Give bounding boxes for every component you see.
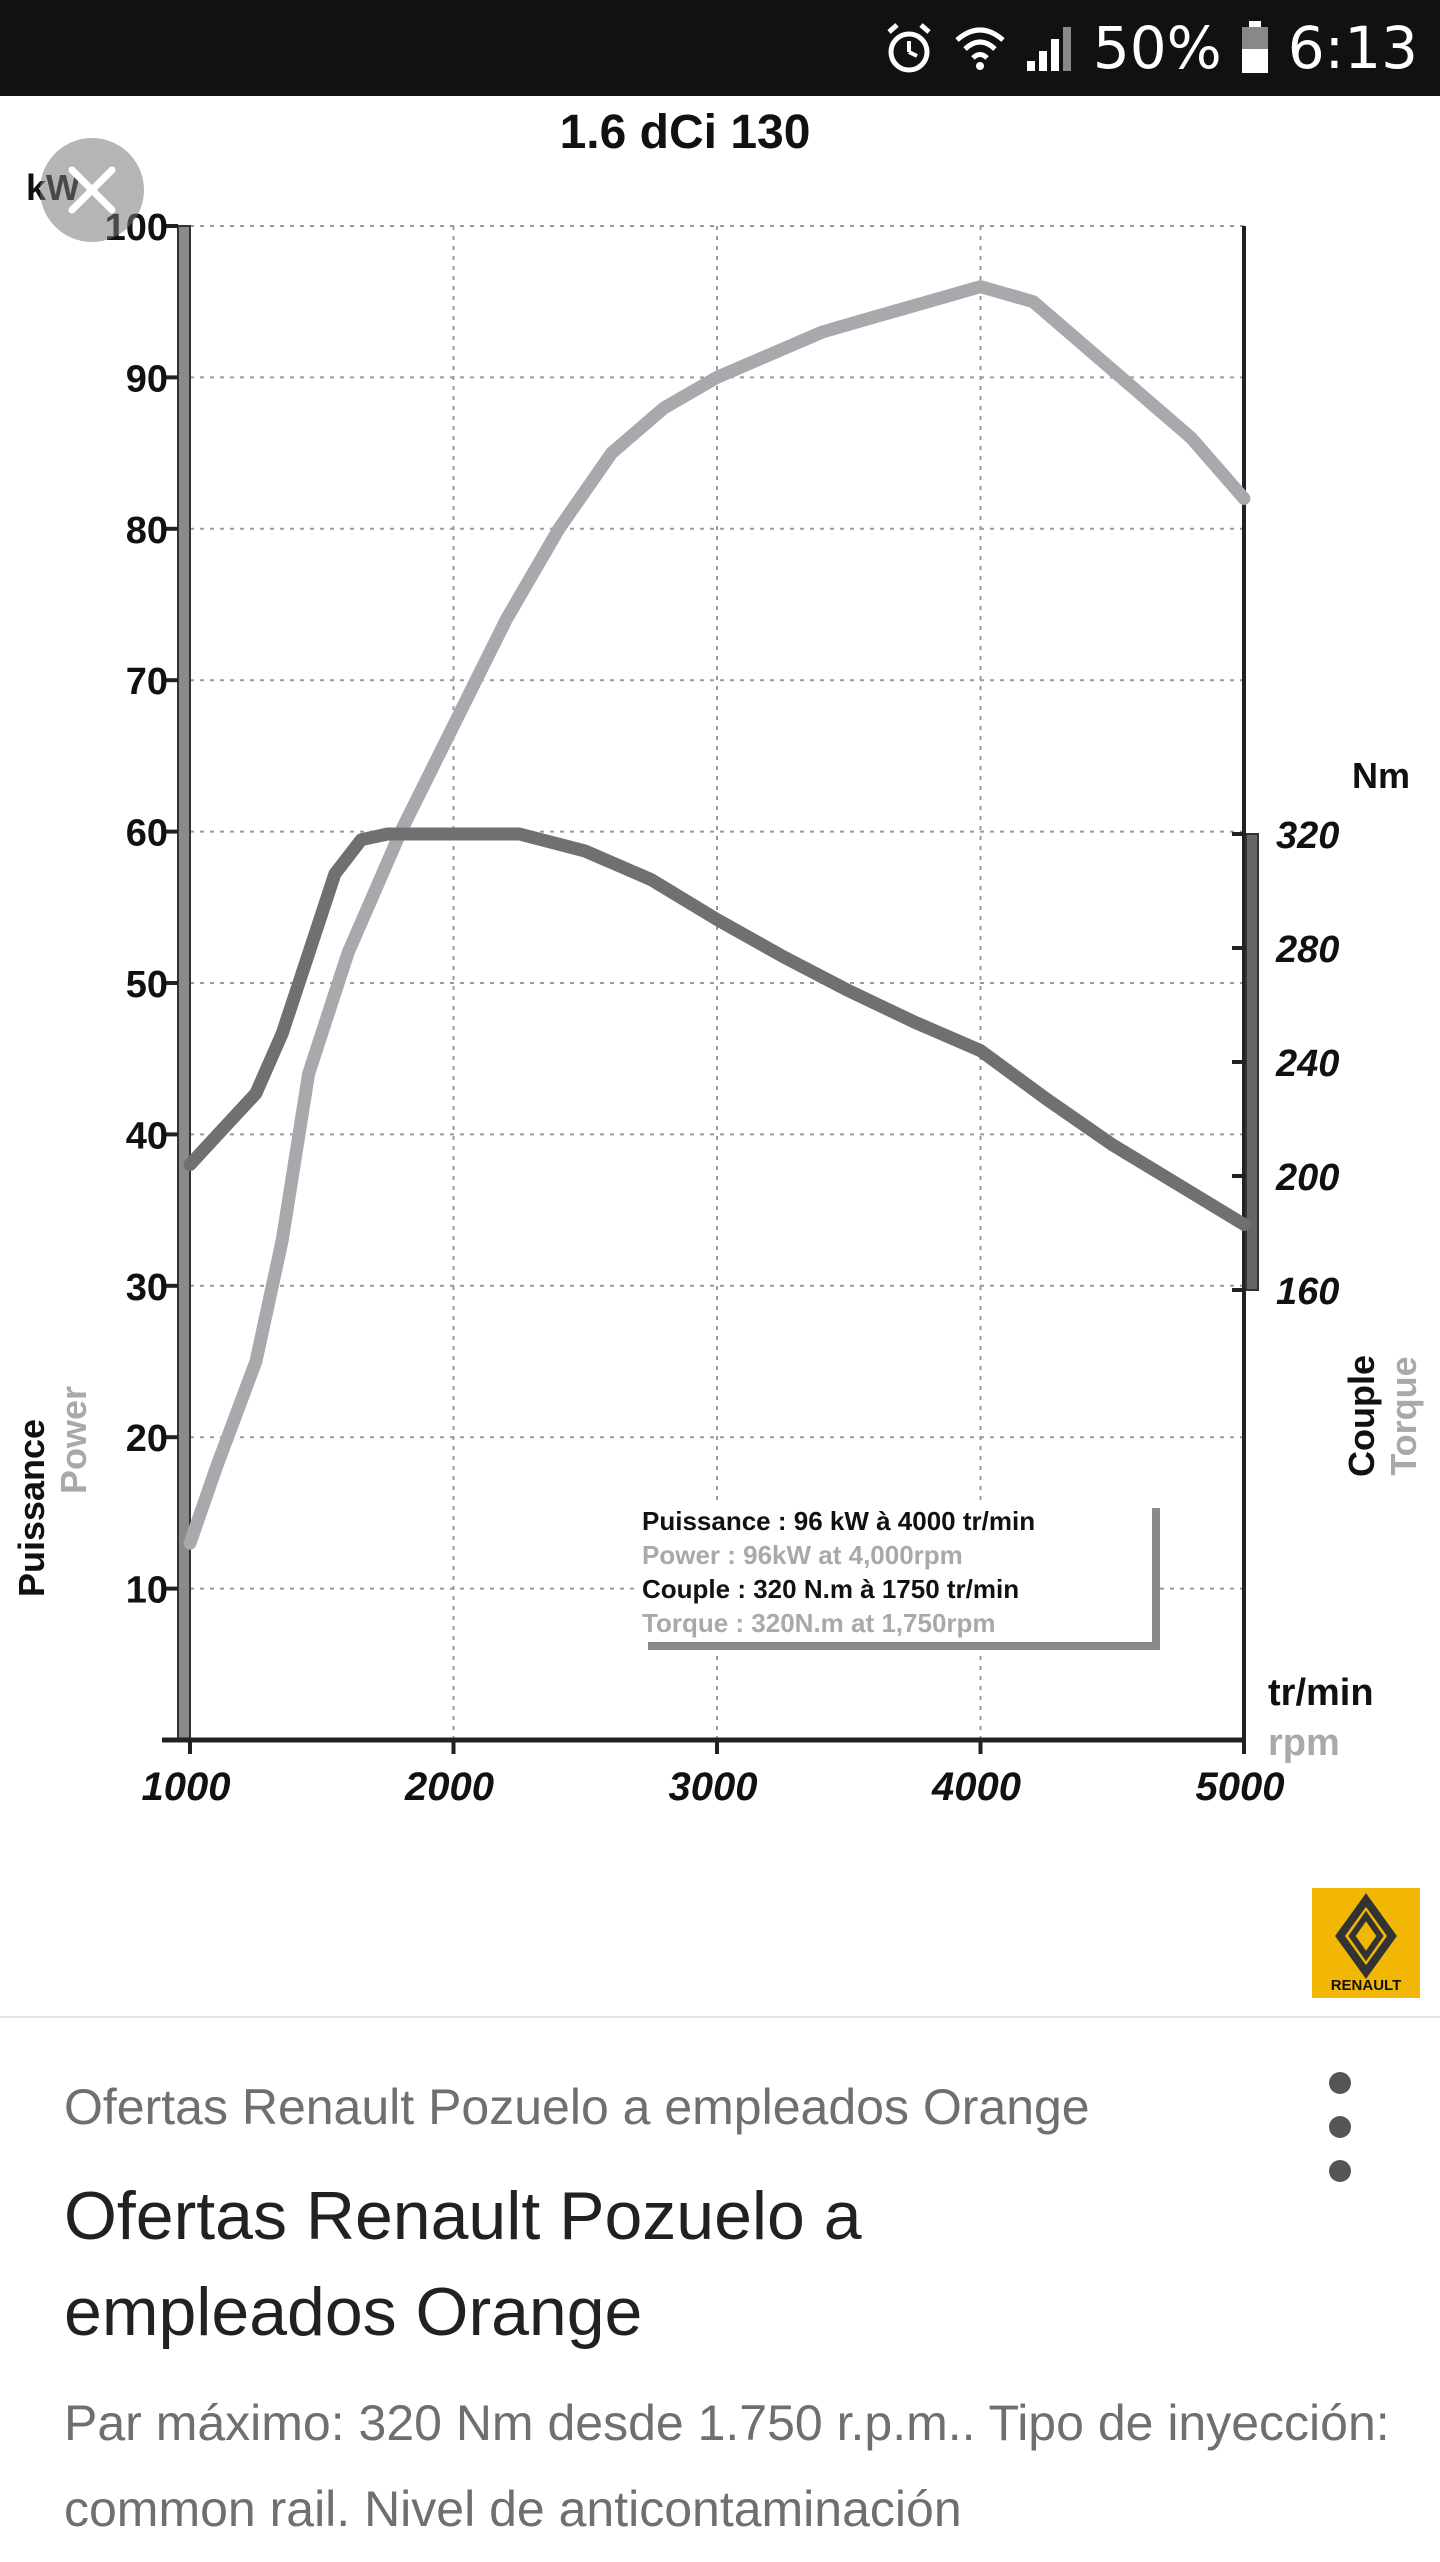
more-vert-icon-dot: [1329, 2160, 1351, 2182]
y-left-tick-label: 20: [126, 1418, 168, 1460]
y-right-tick-label: 320: [1276, 815, 1339, 857]
x-tick-label: 3000: [669, 1765, 758, 1809]
x-tick-label: 2000: [404, 1765, 494, 1809]
legend-entry: Puissance : 96 kW à 4000 tr/min: [642, 1506, 1035, 1536]
result-card[interactable]: Ofertas Renault Pozuelo a empleados Oran…: [0, 2016, 1440, 2562]
chart-title: 1.6 dCi 130: [560, 106, 811, 159]
close-button[interactable]: [40, 138, 144, 242]
x-tick-label: 4000: [931, 1765, 1021, 1809]
y-right-tick-label: 280: [1275, 929, 1339, 971]
y-left-tick-label: 70: [126, 661, 168, 703]
logo-text: RENAULT: [1330, 1977, 1402, 1994]
image-viewer: [0, 96, 1440, 2016]
y-left-tick-label: 60: [126, 813, 168, 855]
alarm-icon: [887, 23, 931, 73]
more-vert-icon: [1329, 2072, 1351, 2094]
y-left-tick-label: 10: [126, 1570, 168, 1612]
y-right-tick-label: 240: [1275, 1043, 1339, 1085]
y-left-label: Puissance: [11, 1419, 52, 1597]
wifi-icon: [955, 27, 1005, 70]
x-tick-label: 5000: [1196, 1765, 1285, 1809]
y-right-tick-label: 160: [1276, 1271, 1339, 1313]
series-line-torque: [183, 827, 1251, 1231]
left-axis-bar: [177, 225, 191, 1741]
more-vert-icon-dot: [1329, 2116, 1351, 2138]
legend-entry: Couple : 320 N.m à 1750 tr/min: [642, 1574, 1019, 1604]
y-right-unit: Nm: [1352, 755, 1410, 796]
legend-entry: Torque : 320N.m at 1,750rpm: [642, 1608, 996, 1638]
y-left-label-en: Power: [53, 1386, 94, 1494]
x-tick-label: 1000: [142, 1765, 231, 1809]
card-title[interactable]: Ofertas Renault Pozuelo a empleados Oran…: [64, 2178, 862, 2350]
status-bar: 50% 6:13: [0, 0, 1440, 96]
x-axis-label-en: rpm: [1268, 1722, 1340, 1764]
battery-icon: [1241, 21, 1268, 73]
y-left-tick-label: 30: [126, 1267, 168, 1309]
renault-diamond-icon: [1335, 1893, 1397, 1979]
clock: 6:13: [1287, 14, 1418, 82]
close-icon: [68, 166, 116, 214]
y-right-label: Couple: [1341, 1355, 1382, 1477]
card-source[interactable]: Ofertas Renault Pozuelo a empleados Oran…: [64, 2079, 1090, 2135]
signal-icon: [1026, 27, 1071, 71]
card-description: Par máximo: 320 Nm desde 1.750 r.p.m.. T…: [64, 2395, 1390, 2537]
more-options-button[interactable]: [1300, 2072, 1380, 2182]
engine-chart: 1.6 dCi 130102030405060708090100kW160200…: [11, 106, 1424, 1809]
renault-logo: RENAULT: [1312, 1888, 1420, 1998]
y-left-tick-label: 50: [126, 964, 168, 1006]
legend-entry: Power : 96kW at 4,000rpm: [642, 1540, 963, 1570]
y-left-tick-label: 90: [126, 358, 168, 400]
y-left-tick-label: 80: [126, 510, 168, 552]
y-left-tick-label: 40: [126, 1115, 168, 1157]
y-right-label-en: Torque: [1383, 1356, 1424, 1475]
legend-box: [640, 1500, 1152, 1642]
y-right-tick-label: 200: [1275, 1157, 1339, 1199]
series-line-power: [183, 280, 1251, 1550]
battery-percent: 50%: [1092, 14, 1222, 82]
x-axis-label: tr/min: [1268, 1672, 1374, 1714]
